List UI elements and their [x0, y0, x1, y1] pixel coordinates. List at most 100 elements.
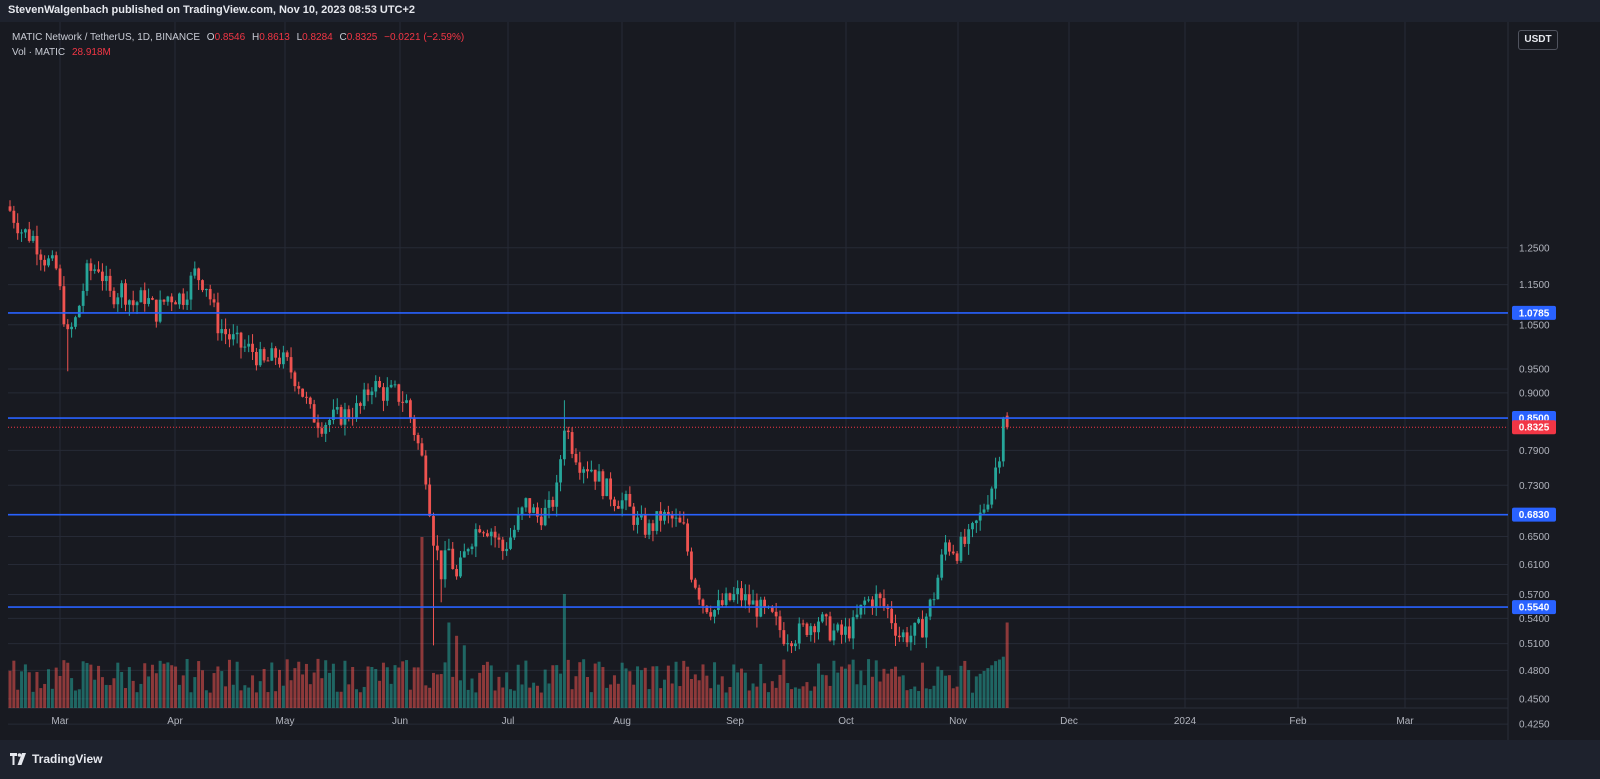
candle — [62, 286, 66, 325]
candle — [524, 498, 528, 508]
candle — [578, 462, 582, 473]
volume-bar — [936, 666, 940, 708]
volume-bar — [112, 678, 116, 708]
level-label: 0.5540 — [1519, 603, 1550, 614]
volume-bar — [801, 686, 805, 708]
candle — [539, 516, 543, 526]
candle — [516, 514, 520, 530]
volume-bar — [381, 662, 385, 708]
candle — [266, 360, 270, 362]
volume-bar — [1001, 656, 1005, 708]
volume-bar — [270, 662, 274, 708]
close-value: 0.8325 — [346, 32, 378, 43]
volume-bar — [316, 658, 320, 708]
volume-bar — [543, 669, 547, 708]
candle — [647, 523, 651, 535]
volume-bar — [281, 685, 285, 708]
time-tick-label: Nov — [949, 716, 967, 727]
tradingview-logo[interactable]: TradingView — [10, 752, 102, 766]
candle — [921, 619, 924, 638]
candle — [797, 623, 801, 644]
candle — [382, 387, 385, 401]
volume-bar — [728, 687, 732, 708]
candle — [663, 511, 666, 521]
volume-bar — [797, 688, 801, 708]
volume-bar — [601, 667, 605, 708]
candle — [228, 334, 231, 340]
candle — [220, 329, 224, 334]
level-label: 0.8500 — [1519, 414, 1550, 425]
price-tick-label: 0.9500 — [1519, 364, 1550, 375]
candle — [243, 346, 247, 348]
volume-bar — [974, 676, 978, 708]
volume-bar — [820, 674, 824, 708]
candle — [890, 608, 894, 624]
candle — [343, 409, 347, 425]
candle — [432, 516, 435, 546]
currency-button[interactable]: USDT — [1518, 30, 1558, 50]
volume-bar — [732, 664, 736, 708]
volume-bar — [755, 686, 759, 708]
candle — [54, 255, 58, 269]
candle — [770, 606, 774, 612]
candle — [435, 545, 439, 551]
price-tick-label: 0.5100 — [1519, 639, 1550, 650]
candle — [339, 407, 343, 425]
symbol-name[interactable]: MATIC Network / TetherUS, 1D, BINANCE — [12, 32, 201, 43]
volume-bar — [70, 678, 74, 708]
price-tick-label: 1.0500 — [1519, 320, 1550, 331]
candle — [751, 600, 755, 605]
time-tick-label: Feb — [1289, 716, 1307, 727]
volume-bar — [405, 660, 409, 708]
volume-bar — [358, 692, 362, 708]
candle — [705, 605, 709, 613]
volume-bar — [697, 680, 701, 708]
candle — [967, 529, 971, 544]
volume-bar — [389, 683, 393, 708]
candle — [466, 549, 470, 552]
volume-bar — [805, 682, 809, 708]
volume-bar — [208, 692, 212, 708]
volume-bar — [620, 662, 624, 708]
candle — [281, 352, 285, 365]
volume-bar — [66, 662, 70, 708]
candle — [520, 507, 524, 515]
volume-bar — [135, 692, 139, 708]
candle — [678, 517, 682, 523]
candle — [170, 296, 174, 303]
candle — [428, 484, 432, 517]
volume-bar — [978, 673, 982, 708]
candle — [193, 268, 197, 276]
candle — [370, 391, 374, 395]
candle — [501, 539, 505, 552]
volume-bar — [162, 663, 166, 708]
close-label: C — [339, 32, 347, 43]
volume-bar — [944, 675, 948, 708]
volume-bar — [154, 673, 158, 708]
volume-bar — [628, 671, 632, 708]
candle — [493, 531, 497, 538]
candle — [809, 626, 813, 636]
candle — [104, 275, 108, 282]
candle — [682, 522, 686, 524]
volume-bar — [547, 683, 551, 708]
volume-bar — [705, 675, 709, 708]
high-label: H — [251, 32, 260, 43]
volume-bar — [674, 661, 678, 708]
candle — [101, 271, 104, 282]
candle — [728, 593, 732, 601]
volume-bar — [108, 685, 112, 708]
candle — [308, 397, 312, 405]
time-tick-label: Dec — [1060, 716, 1078, 727]
price-chart[interactable]: 1.2500 1.1500 1.0500 0.9500 0.9000 0.7900 0.73… — [0, 0, 1600, 740]
candle — [20, 232, 23, 234]
volume-bar — [304, 663, 308, 708]
volume-bar — [597, 661, 601, 708]
candle — [247, 343, 251, 347]
volume-bar — [651, 666, 655, 708]
volume-label[interactable]: Vol · MATIC — [12, 47, 66, 58]
candle — [574, 453, 578, 463]
volume-bar — [574, 676, 578, 708]
candle — [424, 455, 428, 485]
volume-bar — [262, 668, 266, 708]
